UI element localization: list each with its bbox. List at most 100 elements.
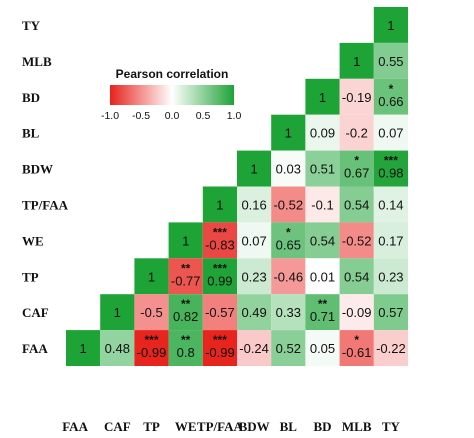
cell-value-tp-faa-bl: -0.52 <box>273 197 303 212</box>
cell-tp-we <box>168 258 203 295</box>
cell-tp-faa-tp-faa <box>202 186 237 223</box>
cell-faa-bd <box>305 330 340 366</box>
cell-value-we-bd: 0.54 <box>310 233 335 248</box>
column-label-faa: FAA <box>62 419 88 434</box>
cell-value-bl-ty: 0.07 <box>378 126 403 141</box>
cell-value-we-bl: 0.65 <box>276 237 301 252</box>
cell-tp-bl <box>271 258 306 295</box>
cell-significance-tp-tp-faa: *** <box>213 261 227 275</box>
cell-faa-ty <box>373 330 408 366</box>
cell-significance-faa-tp: *** <box>144 333 158 347</box>
legend-colorbar <box>110 85 234 105</box>
cell-tp-faa-bd <box>305 186 340 223</box>
cell-value-tp-tp-faa: 0.99 <box>207 273 232 288</box>
cell-we-tp-faa <box>202 222 237 259</box>
cell-value-caf-caf: 1 <box>114 305 121 320</box>
cell-value-caf-bdw: 0.49 <box>241 305 266 320</box>
cell-value-tp-faa-mlb: 0.54 <box>344 197 369 212</box>
cell-significance-caf-we: ** <box>181 297 191 311</box>
cell-value-bd-mlb: -0.19 <box>342 90 372 105</box>
cell-bd-mlb <box>339 78 374 115</box>
column-label-tp-faa: TP/FAA <box>197 419 244 434</box>
cell-tp-ty <box>373 258 408 295</box>
cell-significance-faa-we: ** <box>181 333 191 347</box>
cell-tp-faa-mlb <box>339 186 374 223</box>
cell-value-tp-faa-tp-faa: 1 <box>216 197 223 212</box>
cell-significance-bdw-mlb: * <box>354 154 359 168</box>
cell-value-bdw-bd: 0.51 <box>310 162 335 177</box>
cell-caf-tp-faa <box>202 294 237 331</box>
cell-value-faa-tp: -0.99 <box>137 345 167 360</box>
cell-we-bl <box>271 222 306 259</box>
cell-caf-tp <box>134 294 169 331</box>
column-label-bd: BD <box>313 419 331 434</box>
cell-value-tp-faa-bd: -0.1 <box>311 197 333 212</box>
cell-value-bdw-mlb: 0.67 <box>344 166 369 181</box>
column-label-bdw: BDW <box>239 419 270 434</box>
cell-significance-faa-mlb: * <box>354 333 359 347</box>
cell-bl-ty <box>373 114 408 151</box>
cell-tp-bd <box>305 258 340 295</box>
cell-value-tp-bd: 0.01 <box>310 269 335 284</box>
cell-value-faa-faa: 1 <box>79 341 86 356</box>
row-label-faa: FAA <box>22 341 48 356</box>
legend-tick-label: 0.5 <box>196 110 211 122</box>
cell-bl-bd <box>305 114 340 151</box>
cell-value-tp-ty: 0.23 <box>378 269 403 284</box>
cell-value-faa-ty: -0.22 <box>376 341 406 356</box>
cell-significance-we-tp-faa: *** <box>213 225 227 239</box>
cell-significance-tp-we: ** <box>181 261 191 275</box>
cell-value-bdw-ty: 0.98 <box>378 166 403 181</box>
cell-value-tp-we: -0.77 <box>171 273 201 288</box>
cell-value-faa-we: 0.8 <box>177 345 195 360</box>
cell-tp-faa-bl <box>271 186 306 223</box>
cell-value-faa-bd: 0.05 <box>310 341 335 356</box>
column-label-bl: BL <box>280 419 298 434</box>
row-label-mlb: MLB <box>22 54 52 69</box>
column-label-ty: TY <box>382 419 401 434</box>
cell-bdw-bl <box>271 150 306 187</box>
cell-we-bdw <box>237 222 272 259</box>
cell-value-we-we: 1 <box>182 233 189 248</box>
cell-bd-bd <box>305 78 340 115</box>
cell-tp-faa-ty <box>373 186 408 223</box>
cell-value-we-mlb: -0.52 <box>342 233 372 248</box>
cell-tp-tp-faa <box>202 258 237 295</box>
column-label-we: WE <box>175 419 197 434</box>
cell-bd-ty <box>373 78 408 115</box>
legend-tick-label: 0.0 <box>165 110 180 122</box>
cell-value-faa-bl: 0.52 <box>276 341 301 356</box>
cell-value-bl-mlb: -0.2 <box>345 126 367 141</box>
cell-tp-bdw <box>237 258 272 295</box>
cell-significance-bdw-ty: *** <box>384 154 398 168</box>
cell-bdw-bd <box>305 150 340 187</box>
cell-caf-bl <box>271 294 306 331</box>
row-labels: TY MLB BD BL BDW TP/FAA WE TP CAF FAA <box>22 18 69 356</box>
row-label-tp: TP <box>22 269 39 284</box>
cell-value-bl-bl: 1 <box>285 126 292 141</box>
cell-value-bd-ty: 0.66 <box>378 94 403 109</box>
row-label-we: WE <box>22 233 44 248</box>
legend: Pearson correlation -1.0 -0.5 0.0 0.5 1.0 <box>101 67 241 122</box>
cell-tp-mlb <box>339 258 374 295</box>
row-label-bdw: BDW <box>22 162 53 177</box>
column-label-caf: CAF <box>104 419 131 434</box>
legend-tick-label: 1.0 <box>227 110 242 122</box>
cell-caf-bdw <box>237 294 272 331</box>
row-label-bd: BD <box>22 90 40 105</box>
cell-value-tp-faa-ty: 0.14 <box>378 197 403 212</box>
cell-faa-faa <box>66 330 101 366</box>
cell-mlb-ty <box>373 42 408 79</box>
cell-tp-faa-bdw <box>237 186 272 223</box>
row-label-bl: BL <box>22 126 40 141</box>
cell-value-faa-caf: 0.48 <box>105 341 130 356</box>
cell-value-bdw-bl: 0.03 <box>276 162 301 177</box>
cell-value-mlb-mlb: 1 <box>353 54 360 69</box>
cell-value-tp-mlb: 0.54 <box>344 269 369 284</box>
cell-value-tp-tp: 1 <box>148 269 155 284</box>
cell-ty-ty <box>373 7 408 43</box>
cell-significance-caf-bd: ** <box>318 297 328 311</box>
cell-value-mlb-ty: 0.55 <box>378 54 403 69</box>
cell-value-faa-bdw: -0.24 <box>239 341 269 356</box>
